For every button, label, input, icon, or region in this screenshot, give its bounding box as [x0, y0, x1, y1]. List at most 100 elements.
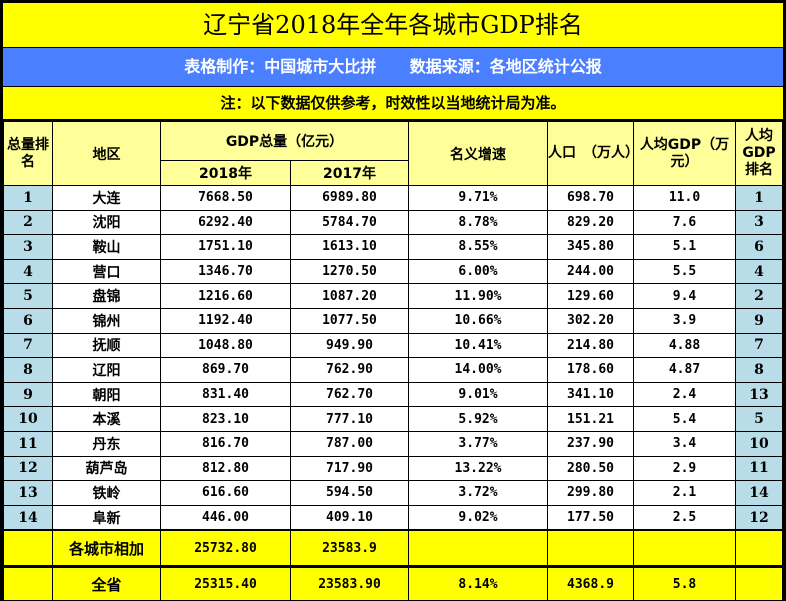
header-growth: 名义增速: [408, 121, 548, 186]
per-capita-rank-cell: 11: [735, 455, 785, 482]
per-capita-rank-cell: 7: [735, 332, 785, 359]
growth-cell: 9.71%: [408, 185, 548, 211]
gdp-2018-cell: 1048.80: [160, 332, 291, 359]
pcrank-cell: [735, 529, 785, 568]
rank-cell: 9: [3, 381, 53, 408]
per-capita-rank-cell: 3: [735, 209, 785, 236]
gdp-2017-cell: 594.50: [290, 480, 409, 506]
growth-cell: 8.55%: [408, 234, 548, 260]
page-title: 辽宁省2018年全年各城市GDP排名: [3, 3, 783, 48]
city-cell: 营口: [52, 258, 161, 285]
gdp-2017-cell: 1613.10: [290, 234, 409, 260]
gdp-2018-cell: 869.70: [160, 357, 291, 383]
city-cell: 葫芦岛: [52, 455, 161, 482]
table-row: 14 阜新 446.00 409.10 9.02% 177.50 2.5 12: [3, 504, 785, 531]
rank-cell: 7: [3, 332, 53, 359]
per-capita-rank-cell: 8: [735, 357, 785, 383]
gdp-2017-cell: 1077.50: [290, 307, 409, 334]
data-source-credit: 数据来源：各地区统计公报: [409, 57, 602, 76]
table-row: 4 营口 1346.70 1270.50 6.00% 244.00 5.5 4: [3, 258, 785, 285]
per-capita-rank-cell: 5: [735, 406, 785, 432]
population-cell: 177.50: [547, 504, 634, 531]
table-row: 12 葫芦岛 812.80 717.90 13.22% 280.50 2.9 11: [3, 455, 785, 482]
growth-cell: 8.78%: [408, 209, 548, 236]
city-cell: 锦州: [52, 307, 161, 334]
gdp-2017-cell: 1270.50: [290, 258, 409, 285]
rank-cell: 10: [3, 406, 53, 432]
population-cell: 829.20: [547, 209, 634, 236]
rank-cell: 11: [3, 430, 53, 457]
gdp-per-capita-cell: 3.9: [633, 307, 736, 334]
per-capita-rank-cell: 4: [735, 258, 785, 285]
growth-cell: 11.90%: [408, 283, 548, 309]
pcrank-cell: [735, 565, 785, 601]
table-row: 1 大连 7668.50 6989.80 9.71% 698.70 11.0 1: [3, 185, 785, 211]
table-row: 6 锦州 1192.40 1077.50 10.66% 302.20 3.9 9: [3, 307, 785, 334]
gdp-2018-cell: 6292.40: [160, 209, 291, 236]
table-row: 5 盘锦 1216.60 1087.20 11.90% 129.60 9.4 2: [3, 283, 785, 309]
info-banner: 表格制作：中国城市大比拼 数据来源：各地区统计公报: [3, 48, 783, 87]
gdp-2017-cell: 787.00: [290, 430, 409, 457]
city-cell: 鞍山: [52, 234, 161, 260]
pcgdp-cell: 5.8: [633, 565, 736, 601]
growth-cell: 10.41%: [408, 332, 548, 359]
gdp-2017-cell: 1087.20: [290, 283, 409, 309]
rank-cell: 13: [3, 480, 53, 506]
disclaimer-note: 注：以下数据仅供参考，时效性以当地统计局为准。: [3, 87, 783, 121]
city-cell: 本溪: [52, 406, 161, 432]
gdp-2018-cell: 831.40: [160, 381, 291, 408]
table-row: 3 鞍山 1751.10 1613.10 8.55% 345.80 5.1 6: [3, 234, 785, 260]
gdp-per-capita-cell: 7.6: [633, 209, 736, 236]
gdp-2018-cell: 7668.50: [160, 185, 291, 211]
table-row: 10 本溪 823.10 777.10 5.92% 151.21 5.4 5: [3, 406, 785, 432]
gdp-2018-cell: 812.80: [160, 455, 291, 482]
rank-cell: 14: [3, 504, 53, 531]
gdp-2018-cell: 1751.10: [160, 234, 291, 260]
table-row: 9 朝阳 831.40 762.70 9.01% 341.10 2.4 13: [3, 381, 785, 408]
empty-rank-cell: [3, 529, 53, 568]
population-cell: 299.80: [547, 480, 634, 506]
city-cell: 铁岭: [52, 480, 161, 506]
empty-rank-cell: [3, 565, 53, 601]
label-cell: 全省: [52, 565, 161, 601]
per-capita-rank-cell: 13: [735, 381, 785, 408]
header-2018: 2018年: [160, 160, 291, 186]
population-cell: 178.60: [547, 357, 634, 383]
gdp-2018-cell: 1346.70: [160, 258, 291, 285]
pop-cell: 4368.9: [547, 565, 634, 601]
gdp-per-capita-cell: 5.4: [633, 406, 736, 432]
table-row: 11 丹东 816.70 787.00 3.77% 237.90 3.4 10: [3, 430, 785, 457]
gdp-2017-cell: 409.10: [290, 504, 409, 531]
rank-cell: 3: [3, 234, 53, 260]
sum-row: 各城市相加 25732.80 23583.9: [3, 529, 785, 568]
gdp-per-capita-cell: 9.4: [633, 283, 736, 309]
gdp-2017-cell: 5784.70: [290, 209, 409, 236]
population-cell: 345.80: [547, 234, 634, 260]
gdp-per-capita-cell: 2.5: [633, 504, 736, 531]
per-capita-rank-cell: 10: [735, 430, 785, 457]
growth-cell: 8.14%: [408, 565, 548, 601]
header-gdp-total: GDP总量（亿元）: [160, 121, 409, 161]
rank-cell: 6: [3, 307, 53, 334]
gdp-2017-cell: 949.90: [290, 332, 409, 359]
gdp2018-cell: 25732.80: [160, 529, 291, 568]
per-capita-rank-cell: 6: [735, 234, 785, 260]
per-capita-rank-cell: 14: [735, 480, 785, 506]
gdp-2018-cell: 816.70: [160, 430, 291, 457]
city-cell: 盘锦: [52, 283, 161, 309]
gdp-2018-cell: 446.00: [160, 504, 291, 531]
gdp-per-capita-cell: 3.4: [633, 430, 736, 457]
gdp-2018-cell: 823.10: [160, 406, 291, 432]
rank-cell: 5: [3, 283, 53, 309]
header-subrow: 2018年 2017年: [4, 160, 784, 186]
header-row: 总量排名 地区 GDP总量（亿元） 名义增速 人口 （万人） 人均GDP（万元）…: [3, 121, 785, 186]
population-cell: 280.50: [547, 455, 634, 482]
growth-cell: 13.22%: [408, 455, 548, 482]
growth-cell: 6.00%: [408, 258, 548, 285]
city-cell: 大连: [52, 185, 161, 211]
population-cell: 151.21: [547, 406, 634, 432]
header-gdp-per-capita: 人均GDP（万元）: [633, 121, 736, 186]
city-cell: 丹东: [52, 430, 161, 457]
header-population: 人口 （万人）: [547, 121, 634, 186]
gdp2018-cell: 25315.40: [160, 565, 291, 601]
